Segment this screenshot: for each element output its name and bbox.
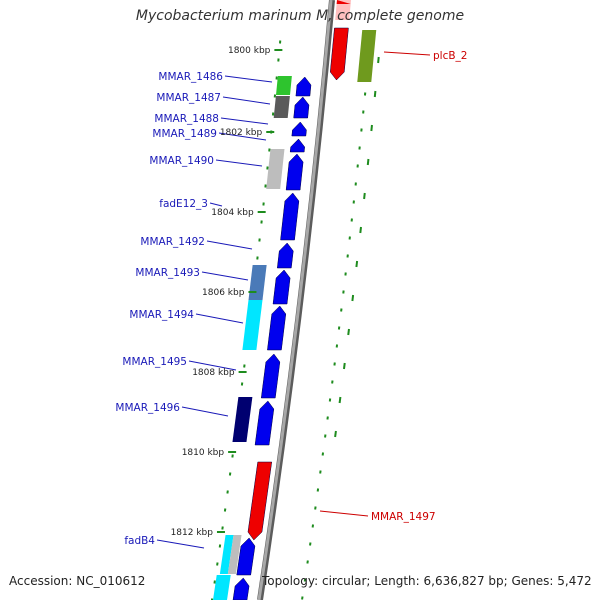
cog-block [242,300,263,350]
gene-label: fadE12_3 [159,198,208,210]
gene-arrow-track [232,0,351,600]
gene-label: MMAR_1486 [158,71,223,83]
gene-label: fadB4 [124,535,155,547]
forward-gene-arrow [277,242,294,269]
genome-title: Mycobacterium marinum M, complete genome [135,8,465,24]
forward-gene-arrow [295,76,312,97]
forward-gene-arrow [260,353,281,399]
tick-label: 1812 kbp [171,528,214,538]
gene-label: MMAR_1492 [140,236,205,248]
forward-gene-arrow [232,577,250,600]
cog-block [357,30,377,82]
genome-backbone [257,0,335,600]
tick-label: 1804 kbp [211,208,254,218]
tick-label: 1808 kbp [192,368,235,378]
outer-ring-dash [338,396,342,404]
outer-ring-dash [366,158,370,166]
gene-label: MMAR_1494 [129,309,194,321]
leader-line [195,313,244,324]
cog-block [273,96,290,118]
reverse-gene-arrow [247,461,273,541]
cog-block [248,265,267,300]
outer-ring-dash [347,328,350,336]
outer-ring-dash [342,362,346,370]
outer-ring-dash [373,90,377,98]
outer-ring-dash [370,124,373,132]
leader-line [224,75,273,83]
outer-ring-dash [377,56,380,64]
gene-label: MMAR_1489 [152,128,217,140]
leader-line [206,240,253,250]
forward-gene-arrow [289,138,305,153]
gene-label: MMAR_1495 [122,356,187,368]
forward-gene-arrow [285,153,304,191]
leader-line [156,539,205,549]
cog-block [219,535,234,574]
outer-ring-dash [363,192,366,200]
leader-line [319,510,369,517]
cog-category-track [213,0,377,600]
leader-line [181,406,229,417]
gene-label: MMAR_1496 [115,402,180,414]
gene-label: MMAR_1488 [154,113,219,125]
reverse-gene-arrow [336,0,351,4]
genome-summary-text: Topology: circular; Length: 6,636,827 bp… [262,574,592,588]
forward-gene-arrow [293,96,310,119]
outer-ring-dash [334,430,337,438]
cog-block [227,535,242,574]
tick-label: 1800 kbp [228,46,271,56]
cog-block [232,397,253,442]
outer-ring-dash [359,226,362,234]
leader-line [215,159,263,167]
reverse-gene-arrow [330,27,349,81]
outer-ring-dash [355,260,359,268]
cog-block [266,149,285,189]
leader-line [218,132,267,141]
gene-label: plcB_2 [433,50,468,62]
forward-gene-arrow [291,121,307,137]
leader-line [201,271,249,281]
leader-line [209,202,223,207]
gene-labels: MMAR_1486 MMAR_1487 MMAR_1488 MMAR_1489 MMAR… [115,50,467,547]
label-leader-lines [156,51,431,549]
leader-line [188,360,237,371]
outer-ring-dash [351,294,355,302]
cog-block [213,575,231,600]
cog-block [275,76,292,95]
gene-label: MMAR_1490 [149,155,214,167]
gene-label: MMAR_1497 [371,511,436,523]
tick-label: 1806 kbp [202,288,245,298]
leader-line [383,51,431,56]
tick-labels: 1800 kbp 1802 kbp 1804 kbp 1806 kbp 1808 kbp… [171,46,283,538]
forward-gene-arrow [272,269,291,305]
forward-gene-arrow [267,305,287,351]
cog-block [335,0,351,20]
gene-label: MMAR_1487 [156,92,221,104]
leader-line [220,117,269,125]
gene-label: MMAR_1493 [135,267,200,279]
accession-text: Accession: NC_010612 [9,574,146,588]
forward-gene-arrow [236,537,256,576]
backbone-highlight [257,0,333,600]
tick-label: 1810 kbp [182,448,225,458]
tick-label: 1802 kbp [220,128,263,138]
forward-gene-arrow [254,400,275,446]
forward-gene-arrow [280,192,300,241]
leader-line [222,96,271,105]
